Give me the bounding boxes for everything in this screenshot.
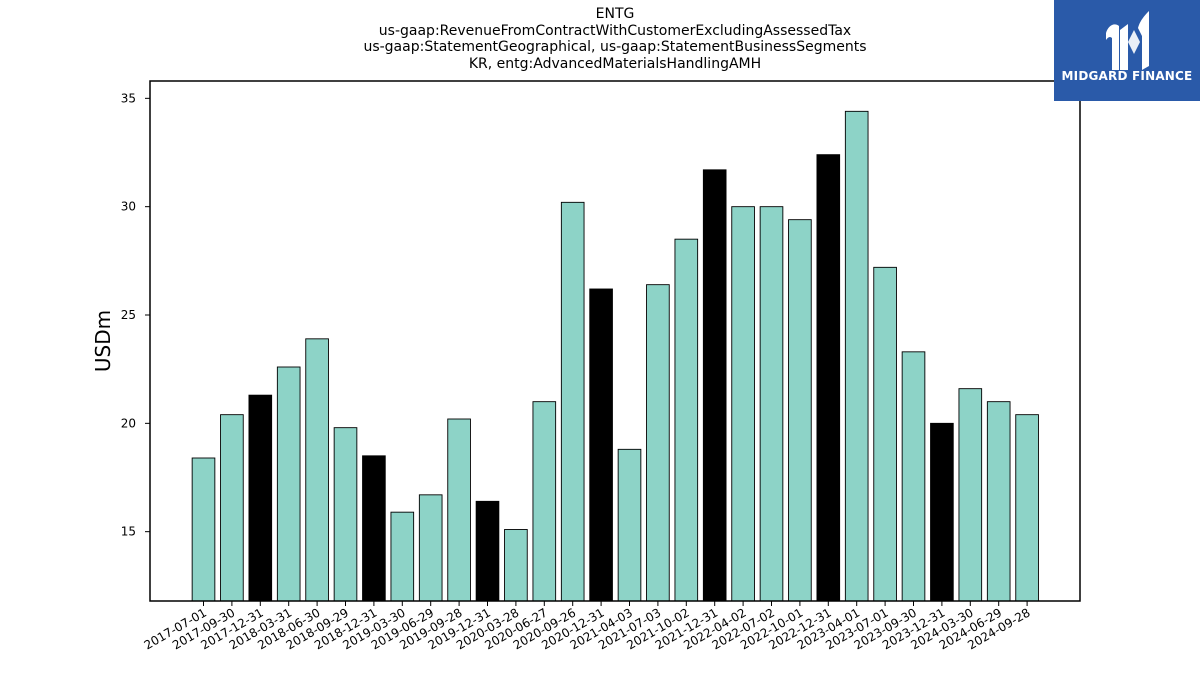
y-tick-label: 20 [121,416,136,430]
x-axis: 2017-07-012017-09-302017-12-312018-03-31… [142,601,1033,652]
chart-title-line: KR, entg:AdvancedMaterialsHandlingAMH [468,55,762,72]
bar-2020-03-28 [504,529,528,602]
bar-2017-09-30 [220,414,244,602]
bar-2022-07-02 [759,206,784,602]
bar-2024-06-29 [986,401,1011,602]
bar-2020-06-27 [532,401,557,602]
chart-title-line: ENTG [595,6,635,22]
bar-2019-09-28 [447,418,471,602]
y-axis: 15 20 25 30 35 [121,91,150,539]
midgard-finance-logo: MIDGARD FINANCE [1054,0,1200,101]
logo-text: MIDGARD FINANCE [1061,69,1193,83]
bar-2020-12-31 [589,288,613,602]
bar-2023-12-31 [930,422,954,602]
bar-2022-10-01 [788,219,812,602]
chart-title-line: us-gaap:RevenueFromContractWithCustomerE… [378,22,852,39]
bar-2021-07-03 [646,284,670,602]
y-tick-label: 30 [121,200,136,214]
bar-2024-09-28 [1015,414,1039,602]
bar-2022-04-02 [731,206,755,602]
bar-2023-07-01 [873,266,897,602]
bar-2021-04-03 [617,448,642,602]
bar-2023-04-01 [844,110,869,602]
bar-2018-09-29 [333,427,358,602]
bar-2019-12-31 [475,500,500,602]
bar-2018-03-31 [276,366,301,602]
plot-frame [149,80,1081,602]
bar-2017-07-01 [191,457,216,602]
bar-2017-12-31 [248,394,273,602]
bar-2020-09-26 [560,201,585,602]
bar-2019-03-30 [390,511,415,602]
y-axis-label: USDm [91,310,115,372]
logo-mark-icon [1106,11,1149,70]
bar-2024-03-30 [958,388,983,602]
bar-2021-10-02 [674,238,699,602]
bar-2022-12-31 [816,154,841,602]
y-tick-label: 25 [121,308,136,322]
bar-2018-06-30 [305,338,329,602]
chart-title-line: us-gaap:StatementGeographical, us-gaap:S… [363,39,867,55]
bar-2023-09-30 [901,351,926,602]
bar-2018-12-31 [362,455,386,602]
y-tick-label: 15 [121,525,136,539]
bar-2021-12-31 [702,169,727,602]
chart-title: ENTG us-gaap:RevenueFromContractWithCust… [0,6,1200,72]
bar-2019-06-29 [418,494,443,602]
bars-group [191,110,1039,602]
y-tick-label: 35 [121,91,136,105]
